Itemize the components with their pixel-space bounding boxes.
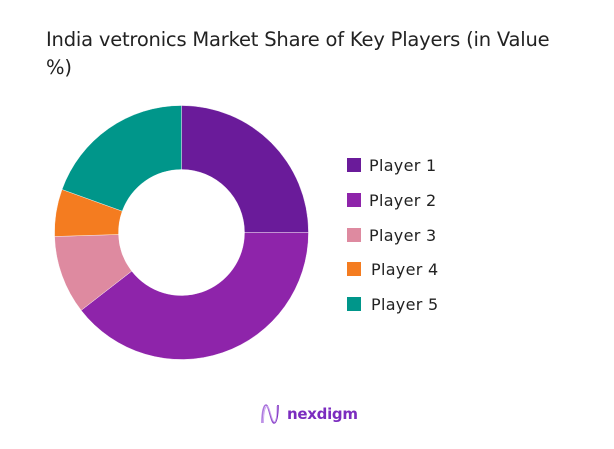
nexdigm-logo: nexdigm xyxy=(260,403,358,425)
chart-title-line-2: %) xyxy=(46,56,72,79)
legend-item-player-4: Player 4 xyxy=(347,259,438,279)
legend-item-player-1: Player 1 xyxy=(347,155,436,175)
chart-title-line-1: India vetronics Market Share of Key Play… xyxy=(46,28,550,51)
chart-title: India vetronics Market Share of Key Play… xyxy=(46,26,586,82)
legend-swatch-icon xyxy=(347,193,361,207)
nexdigm-wave-icon xyxy=(261,404,279,424)
legend-swatch-icon xyxy=(347,297,361,311)
legend-label: Player 4 xyxy=(371,259,439,279)
legend-label: Player 1 xyxy=(369,155,437,175)
legend-label: Player 3 xyxy=(369,225,437,245)
legend-label: Player 2 xyxy=(369,190,437,210)
logo-text: nexdigm xyxy=(287,405,358,423)
legend-swatch-icon xyxy=(347,262,361,276)
legend-item-player-2: Player 2 xyxy=(347,190,436,210)
legend-item-player-3: Player 3 xyxy=(347,225,436,245)
legend-label: Player 5 xyxy=(371,294,439,314)
donut-slice-player-1 xyxy=(181,105,309,233)
donut-slice-player-2 xyxy=(80,232,309,360)
donut-slice-player-5 xyxy=(61,105,182,212)
legend-swatch-icon xyxy=(347,158,361,172)
legend-swatch-icon xyxy=(347,228,361,242)
legend-item-player-5: Player 5 xyxy=(347,294,438,314)
